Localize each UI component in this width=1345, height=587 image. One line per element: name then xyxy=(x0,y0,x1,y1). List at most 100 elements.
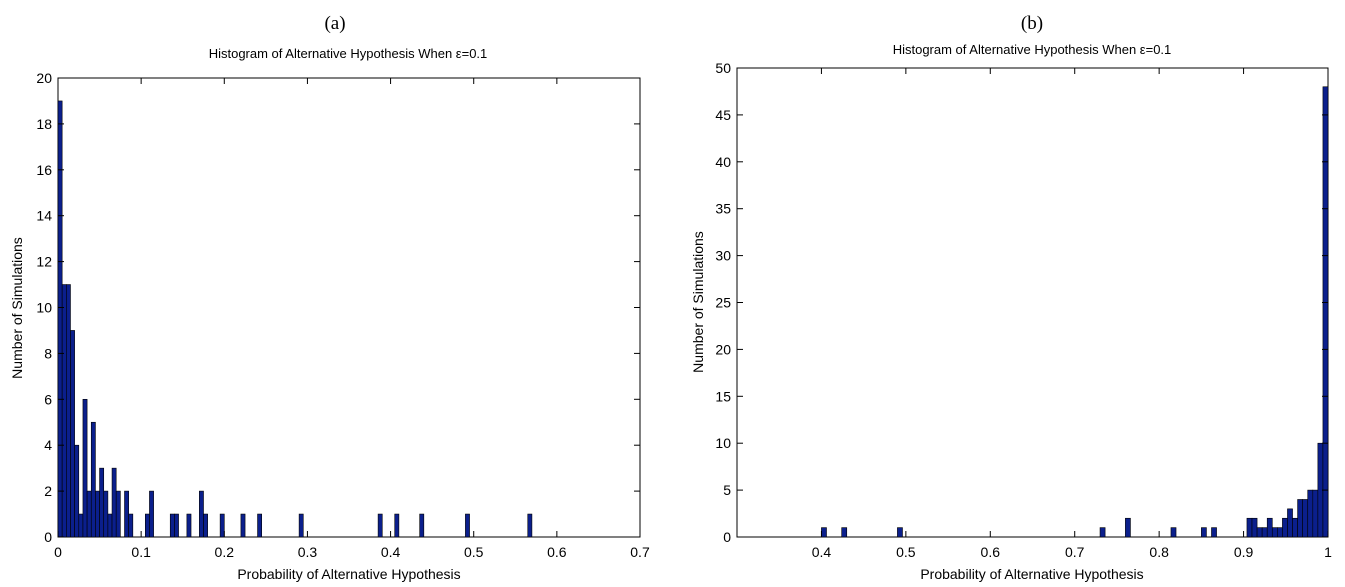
panel-a-bar-14 xyxy=(115,490,121,538)
panel-a-bar-13 xyxy=(111,467,117,538)
panel-b-bar-21 xyxy=(1312,489,1319,538)
panel-b-x-axis-label: Probability of Alternative Hypothesis xyxy=(920,566,1143,582)
panel-a-x-tick-label-1: 0.1 xyxy=(131,544,151,560)
panel-a-bar-1 xyxy=(61,284,67,538)
panel-a-x-tick-label-4: 0.4 xyxy=(381,544,401,560)
panel-a-bar-31 xyxy=(465,513,470,538)
panel-a-bar-26 xyxy=(257,513,262,538)
panel-a-bar-6 xyxy=(82,398,88,538)
panel-b-y-tick-label-10: 50 xyxy=(715,60,731,76)
panel-a-bar-18 xyxy=(149,490,154,538)
panel-b-bar-4 xyxy=(1125,517,1131,538)
panel-a-x-tick-label-6: 0.6 xyxy=(547,544,567,560)
panel-b-y-tick-label-9: 45 xyxy=(715,107,731,123)
panel-b-y-tick-label-2: 10 xyxy=(715,435,731,451)
panel-b-bar-18 xyxy=(1297,499,1303,538)
panel-a-y-tick-label-9: 18 xyxy=(36,116,52,132)
panel-a-bar-10 xyxy=(99,467,105,538)
panel-a-x-tick-label-5: 0.5 xyxy=(464,544,484,560)
panel-a-x-tick-labels: 0 0.1 0.2 0.3 0.4 0.5 0.6 0.7 xyxy=(54,544,650,560)
panel-b-x-tick-label-3: 0.7 xyxy=(1065,544,1085,560)
panel-b-bar-19 xyxy=(1302,499,1309,538)
panel-a-title: Histogram of Alternative Hypothesis When… xyxy=(209,46,488,61)
panel-b-y-tick-label-4: 20 xyxy=(715,341,731,357)
panel-a-x-tick-label-7: 0.7 xyxy=(630,544,650,560)
panel-b-bar-11 xyxy=(1261,527,1268,538)
panel-a-y-axis-label: Number of Simulations xyxy=(9,237,25,379)
panel-a-bar-30 xyxy=(419,513,425,538)
panel-a-bar-16 xyxy=(128,513,134,538)
panel-a-bar-11 xyxy=(103,490,109,538)
panel-a-x-tick-label-2: 0.2 xyxy=(215,544,235,560)
panel-a-bar-4 xyxy=(74,444,80,538)
panel-b-bar-9 xyxy=(1251,517,1258,538)
panel-b-x-tick-label-1: 0.5 xyxy=(896,544,916,560)
panel-a-bar-29 xyxy=(394,513,400,538)
panel-b-bar-12 xyxy=(1266,517,1273,538)
panel-b-label: (b) xyxy=(1021,13,1043,34)
panel-a-bar-3 xyxy=(70,330,75,538)
panel-a-y-tick-label-6: 12 xyxy=(36,254,52,270)
panel-b-x-tick-label-6: 1 xyxy=(1324,544,1332,560)
panel-a-x-axis-label: Probability of Alternative Hypothesis xyxy=(237,566,460,582)
panel-b-title: Histogram of Alternative Hypothesis When… xyxy=(893,42,1172,57)
panel-a-bar-20 xyxy=(174,513,179,538)
panel-a-y-tick-label-1: 2 xyxy=(44,483,52,499)
panel-b-ticks xyxy=(737,67,1329,538)
panel-b-x-tick-label-0: 0.4 xyxy=(812,544,832,560)
panel-a-bar-9 xyxy=(95,490,100,538)
panel-b-x-tick-labels: 0.4 0.5 0.6 0.7 0.8 0.9 1 xyxy=(812,544,1332,560)
panel-a-bar-19 xyxy=(169,513,175,538)
panel-a: (a) Histogram of Alternative Hypothesis … xyxy=(9,13,650,582)
panel-a-bar-24 xyxy=(219,513,225,538)
panel-b-bar-5 xyxy=(1170,527,1177,538)
panel-a-bars xyxy=(57,100,533,538)
panel-a-bar-23 xyxy=(203,513,208,538)
panel-b-bar-8 xyxy=(1246,517,1253,538)
panel-b-y-axis-label: Number of Simulations xyxy=(690,231,706,373)
panel-a-x-tick-label-0: 0 xyxy=(54,544,62,560)
panel-b-bar-0 xyxy=(821,527,827,538)
panel-b-bar-7 xyxy=(1211,527,1217,538)
panel-b-y-tick-label-8: 40 xyxy=(715,154,731,170)
panel-a-bar-25 xyxy=(240,513,246,538)
panel-b-bar-15 xyxy=(1282,517,1288,538)
panel-b-bar-2 xyxy=(897,527,903,538)
panel-a-bar-5 xyxy=(78,513,84,538)
panel-b-y-tick-label-1: 5 xyxy=(723,482,731,498)
panel-a-y-tick-labels: 0 2 4 6 8 10 12 14 16 18 20 xyxy=(36,70,52,545)
panel-a-bar-22 xyxy=(199,490,204,538)
panel-a-y-tick-label-4: 8 xyxy=(44,345,52,361)
panel-a-x-tick-label-3: 0.3 xyxy=(298,544,318,560)
panel-a-bar-7 xyxy=(86,490,92,538)
panel-a-y-tick-label-2: 4 xyxy=(44,437,52,453)
panel-b-x-tick-label-2: 0.6 xyxy=(981,544,1001,560)
panel-b-plot-frame xyxy=(736,67,1329,538)
panel-b-bars xyxy=(821,86,1329,538)
panel-b-x-tick-label-4: 0.8 xyxy=(1149,544,1169,560)
panel-b-bar-16 xyxy=(1287,508,1293,538)
panel-b-bar-10 xyxy=(1256,527,1263,538)
panel-a-y-tick-label-7: 14 xyxy=(36,208,52,224)
panel-b-y-tick-labels: 0 5 10 15 20 25 30 35 40 45 50 xyxy=(715,60,731,545)
panel-b-x-tick-label-5: 0.9 xyxy=(1234,544,1254,560)
panel-b-bar-6 xyxy=(1201,527,1207,538)
panel-a-bar-15 xyxy=(124,490,129,538)
panel-a-bar-12 xyxy=(107,513,113,538)
panel-b-bar-17 xyxy=(1292,517,1298,538)
panel-a-bar-32 xyxy=(527,513,533,538)
panel-b-y-tick-label-6: 30 xyxy=(715,248,731,264)
panel-a-ticks xyxy=(57,77,641,538)
panel-b: (b) Histogram of Alternative Hypothesis … xyxy=(690,13,1332,582)
panel-a-bar-21 xyxy=(186,513,192,538)
panel-b-bar-20 xyxy=(1307,489,1314,538)
panel-a-bar-8 xyxy=(90,421,96,538)
panel-a-label: (a) xyxy=(324,13,345,34)
panel-a-bar-17 xyxy=(145,513,150,538)
panel-b-bar-14 xyxy=(1277,527,1283,538)
panel-a-bar-27 xyxy=(298,513,304,538)
panel-a-bar-2 xyxy=(66,284,71,538)
panel-a-bar-28 xyxy=(377,513,383,538)
panel-b-y-tick-label-5: 25 xyxy=(715,295,731,311)
